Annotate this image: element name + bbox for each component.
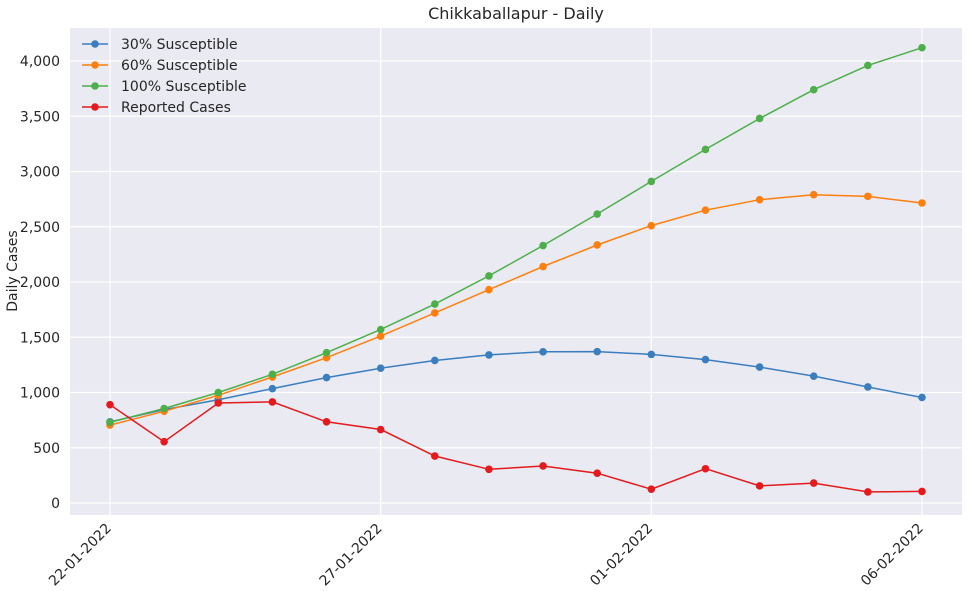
data-point [539, 348, 547, 356]
data-point [214, 399, 223, 407]
data-point [322, 348, 331, 357]
series-line [109, 350, 923, 423]
plot-background [70, 28, 962, 515]
data-point [647, 350, 656, 359]
data-point [809, 85, 818, 94]
data-point [431, 452, 439, 460]
legend: 30% Susceptible 60% Susceptible 100% Susce… [82, 37, 247, 116]
y-tick-label: 1,000 [20, 386, 60, 402]
legend-label: 30% Susceptible [121, 37, 238, 53]
data-point [485, 285, 493, 294]
y-tick-label: 3,000 [20, 165, 60, 181]
data-point [539, 241, 547, 250]
data-point [701, 355, 710, 364]
y-tick-label: 2,500 [20, 220, 60, 236]
series-3 [106, 43, 926, 427]
data-point [593, 347, 601, 356]
y-tick-label: 500 [33, 441, 60, 457]
y-tick-label: 4,000 [20, 54, 60, 70]
x-tick-label: 22-01-2022 [46, 521, 115, 590]
data-point [647, 485, 656, 493]
legend-item: Reported Cases [82, 100, 231, 116]
data-point [864, 488, 872, 496]
data-point [755, 195, 764, 204]
data-point [647, 221, 656, 230]
data-point [539, 262, 547, 271]
data-point [701, 145, 710, 154]
data-point [539, 462, 547, 470]
data-point [485, 351, 493, 359]
data-point [106, 418, 114, 427]
data-point [268, 384, 277, 393]
data-point [376, 332, 385, 340]
legend-label: Reported Cases [121, 100, 231, 116]
data-point [809, 479, 818, 487]
data-point [918, 393, 926, 402]
y-tick-label: 3,500 [20, 109, 60, 125]
data-point [809, 190, 818, 199]
x-tick-label: 27-01-2022 [317, 521, 386, 590]
legend-label: 60% Susceptible [121, 58, 238, 74]
data-point [701, 464, 710, 473]
data-point [809, 372, 818, 380]
data-point [376, 325, 385, 334]
data-point [376, 425, 385, 434]
data-point [268, 398, 277, 406]
data-point [918, 43, 926, 52]
legend-marker [91, 61, 99, 69]
legend-marker [91, 103, 99, 111]
data-point [864, 192, 872, 201]
data-point [376, 364, 385, 372]
series-4 [106, 398, 926, 496]
y-axis-ticks: 0 500 1,000 1,500 2,000 2,500 3,000 3,500 4,000 [20, 54, 60, 512]
data-point [431, 309, 439, 317]
data-point [160, 404, 168, 413]
x-tick-label: 01-02-2022 [587, 521, 656, 590]
legend-item: 60% Susceptible [82, 58, 238, 74]
series-line [109, 46, 923, 424]
data-point [647, 177, 656, 186]
y-axis-title: Daily Cases [5, 230, 21, 311]
data-point [864, 383, 872, 391]
series-line [109, 401, 923, 493]
data-point [485, 465, 493, 474]
legend-label: 100% Susceptible [121, 79, 247, 95]
x-axis-ticks: 22-01-2022 27-01-2022 01-02-2022 06-02-2022 [46, 521, 927, 590]
data-point [268, 370, 277, 379]
data-point [864, 61, 872, 70]
y-tick-label: 1,500 [20, 330, 60, 346]
data-point [755, 482, 764, 490]
series-line [109, 193, 923, 426]
legend-marker [91, 40, 99, 48]
data-point [431, 356, 439, 365]
data-point [918, 199, 926, 207]
data-point [322, 417, 331, 426]
data-point [214, 388, 223, 397]
data-point [106, 400, 114, 409]
series-layer [106, 43, 926, 496]
legend-item: 30% Susceptible [82, 37, 238, 53]
legend-marker [91, 82, 99, 90]
y-tick-label: 0 [51, 496, 60, 512]
x-tick-label: 06-02-2022 [858, 521, 927, 590]
data-point [160, 437, 168, 446]
data-point [431, 300, 439, 308]
chart-title: Chikkaballapur - Daily [428, 4, 604, 23]
data-point [918, 487, 926, 496]
data-point [701, 206, 710, 214]
data-point [755, 363, 764, 371]
data-point [593, 241, 601, 249]
data-point [485, 272, 493, 280]
y-tick-label: 2,000 [20, 275, 60, 291]
data-point [593, 469, 601, 477]
data-point [755, 114, 764, 123]
legend-item: 100% Susceptible [82, 79, 247, 95]
data-point [593, 210, 601, 218]
data-point [322, 373, 331, 382]
